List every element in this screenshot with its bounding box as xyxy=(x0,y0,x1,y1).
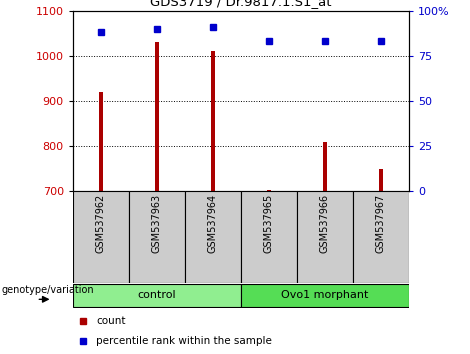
Text: Ovo1 morphant: Ovo1 morphant xyxy=(281,290,368,300)
Text: GSM537966: GSM537966 xyxy=(320,194,330,253)
Bar xyxy=(155,42,159,191)
FancyBboxPatch shape xyxy=(73,285,241,307)
Bar xyxy=(99,92,103,191)
Text: count: count xyxy=(96,316,126,326)
Text: GSM537964: GSM537964 xyxy=(208,194,218,253)
Bar xyxy=(211,51,215,191)
Bar xyxy=(379,169,383,191)
Title: GDS3719 / Dr.9817.1.S1_at: GDS3719 / Dr.9817.1.S1_at xyxy=(150,0,332,8)
FancyBboxPatch shape xyxy=(297,191,353,283)
FancyBboxPatch shape xyxy=(353,191,409,283)
Text: GSM537965: GSM537965 xyxy=(264,194,274,253)
FancyBboxPatch shape xyxy=(73,191,129,283)
FancyBboxPatch shape xyxy=(241,191,297,283)
Text: genotype/variation: genotype/variation xyxy=(1,285,94,295)
Text: percentile rank within the sample: percentile rank within the sample xyxy=(96,336,272,346)
Bar xyxy=(322,142,327,191)
Bar xyxy=(266,190,271,191)
FancyBboxPatch shape xyxy=(241,285,409,307)
Text: GSM537963: GSM537963 xyxy=(152,194,162,253)
Text: control: control xyxy=(138,290,176,300)
Text: GSM537967: GSM537967 xyxy=(376,194,386,253)
Text: GSM537962: GSM537962 xyxy=(96,194,106,253)
FancyBboxPatch shape xyxy=(129,191,185,283)
FancyBboxPatch shape xyxy=(185,191,241,283)
